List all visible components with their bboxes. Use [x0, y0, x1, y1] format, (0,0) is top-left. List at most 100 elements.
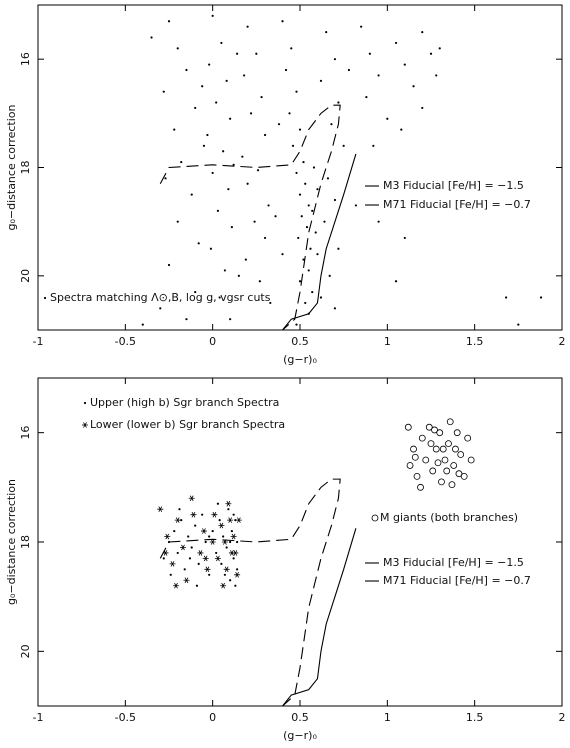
data-point — [216, 209, 220, 212]
data-point — [333, 307, 337, 310]
data-point — [204, 566, 211, 573]
data-point — [162, 90, 165, 93]
data-point — [432, 445, 440, 453]
data-point — [202, 555, 209, 562]
data-point — [464, 434, 472, 442]
data-point — [208, 573, 211, 576]
data-point — [236, 568, 239, 571]
data-point — [162, 557, 165, 560]
x-tick-label: 2 — [559, 335, 566, 348]
data-point — [246, 25, 249, 28]
data-point — [241, 155, 244, 158]
data-point — [274, 215, 277, 218]
data-point — [167, 20, 171, 23]
data-point — [215, 551, 218, 555]
data-point — [229, 579, 232, 582]
data-point — [377, 220, 380, 223]
data-point — [214, 555, 221, 562]
data-point — [438, 47, 441, 50]
data-point — [235, 517, 242, 523]
data-point — [197, 550, 204, 556]
data-point — [211, 14, 214, 17]
data-point — [176, 47, 179, 50]
x-tick-label: 1 — [384, 711, 391, 724]
data-point — [230, 225, 233, 229]
data-point — [208, 535, 211, 538]
data-point — [448, 481, 456, 489]
data-point — [190, 546, 193, 549]
x-tick-label: -0.5 — [115, 335, 136, 348]
data-point — [197, 242, 200, 245]
data-point — [291, 144, 295, 147]
data-point — [260, 95, 263, 99]
data-point — [211, 171, 214, 175]
fiducial-line — [282, 528, 357, 707]
x-axis-label: (g−r)₀ — [283, 353, 317, 366]
data-point — [311, 290, 314, 294]
data-point — [457, 451, 465, 458]
data-point — [312, 166, 316, 169]
data-point — [295, 171, 298, 175]
data-point — [326, 177, 330, 180]
data-point — [180, 519, 183, 522]
x-tick-label: -1 — [33, 711, 44, 724]
x-tick-label: 0.5 — [291, 711, 309, 724]
data-point — [421, 30, 424, 34]
data-point — [319, 296, 323, 299]
data-point — [150, 36, 153, 39]
data-point — [360, 25, 363, 28]
data-point — [195, 584, 199, 587]
data-point — [176, 551, 179, 555]
data-point — [206, 133, 209, 137]
data-point — [194, 524, 197, 527]
data-point — [311, 209, 314, 212]
data-point — [230, 529, 233, 533]
y-tick-label: 18 — [19, 161, 32, 175]
data-point — [267, 204, 270, 207]
data-point — [354, 204, 357, 207]
data-point — [185, 318, 188, 321]
data-point — [256, 169, 260, 172]
data-point — [316, 253, 319, 256]
legend-label: M3 Fiducial [Fe/H] = −1.5 — [383, 179, 524, 192]
data-point — [227, 508, 230, 511]
legend-label: M71 Fiducial [Fe/H] = −0.7 — [383, 574, 531, 587]
data-point — [176, 220, 179, 223]
data-point — [337, 101, 340, 104]
data-point — [418, 434, 426, 442]
data-point — [309, 247, 312, 250]
legend-label: Upper (high b) Sgr branch Spectra — [90, 396, 279, 409]
data-point — [302, 160, 305, 164]
data-point — [185, 68, 188, 72]
data-point — [298, 193, 302, 196]
data-point — [435, 74, 438, 77]
data-point — [141, 323, 144, 326]
data-point — [216, 502, 220, 505]
data-point — [400, 128, 403, 131]
data-point — [229, 117, 232, 120]
data-point — [450, 462, 458, 469]
legend-label: Spectra matching Λ⊙,B, log g, vgsr cuts — [50, 291, 271, 304]
data-point — [169, 573, 172, 576]
data-point — [188, 495, 195, 502]
data-point — [439, 445, 447, 453]
data-point — [180, 160, 183, 164]
data-point — [204, 540, 207, 544]
data-point — [225, 79, 228, 82]
data-point — [236, 52, 239, 55]
data-point — [159, 307, 162, 310]
data-point — [422, 456, 430, 464]
data-point — [197, 562, 200, 565]
data-point — [365, 95, 368, 99]
data-point — [244, 258, 247, 261]
data-point — [436, 429, 444, 437]
data-point — [236, 540, 239, 544]
data-point — [164, 177, 167, 180]
data-point — [211, 511, 218, 518]
data-point — [194, 106, 197, 110]
data-point — [455, 470, 463, 478]
data-point — [169, 561, 176, 567]
legend-label: M71 Fiducial [Fe/H] = −0.7 — [383, 198, 531, 211]
data-point — [305, 225, 309, 229]
data-point — [425, 423, 433, 431]
